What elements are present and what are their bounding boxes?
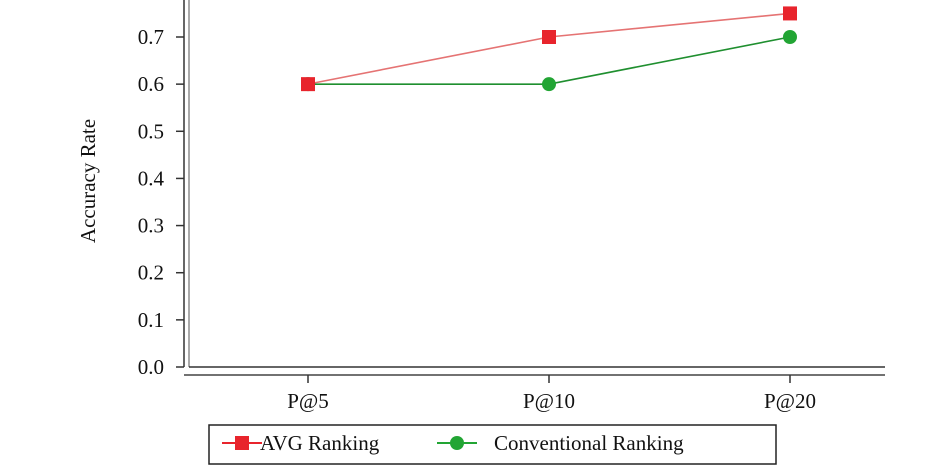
y-tick-label: 0.6	[138, 72, 164, 96]
data-point-square	[542, 30, 556, 44]
series-line	[307, 12, 791, 85]
x-tick-label: P@20	[764, 389, 816, 413]
y-axis-title: Accuracy Rate	[76, 119, 100, 243]
data-point-square	[783, 6, 797, 21]
y-tick-label: 0.4	[138, 166, 165, 190]
x-tick-label: P@5	[287, 389, 329, 413]
legend-label: Conventional Ranking	[494, 431, 684, 455]
y-ticks: 0.0 0.1 0.2 0.3 0.4 0.5 0.6 0.7	[138, 25, 184, 379]
legend-marker-circle	[450, 436, 464, 450]
data-point-square	[301, 77, 315, 92]
y-tick-label: 0.0	[138, 355, 164, 379]
y-tick-label: 0.2	[138, 261, 164, 285]
x-ticks: P@5 P@10 P@20	[287, 375, 816, 413]
y-tick-label: 0.1	[138, 308, 164, 332]
series-layer	[301, 6, 797, 92]
y-tick-label: 0.7	[138, 25, 164, 49]
axes	[183, 0, 885, 376]
legend-label: AVG Ranking	[260, 431, 380, 455]
legend-item: AVG Ranking	[222, 431, 380, 455]
data-point-circle	[783, 30, 797, 44]
data-point-circle	[542, 77, 556, 92]
legend-item: Conventional Ranking	[437, 431, 684, 455]
series-line	[308, 36, 791, 85]
series-0	[301, 6, 797, 92]
legend-box	[208, 424, 777, 465]
legend: AVG Ranking Conventional Ranking	[208, 424, 777, 465]
y-tick-label: 0.3	[138, 214, 164, 238]
x-tick-label: P@10	[523, 389, 575, 413]
legend-marker-square	[235, 436, 249, 450]
y-tick-label: 0.5	[138, 119, 164, 143]
